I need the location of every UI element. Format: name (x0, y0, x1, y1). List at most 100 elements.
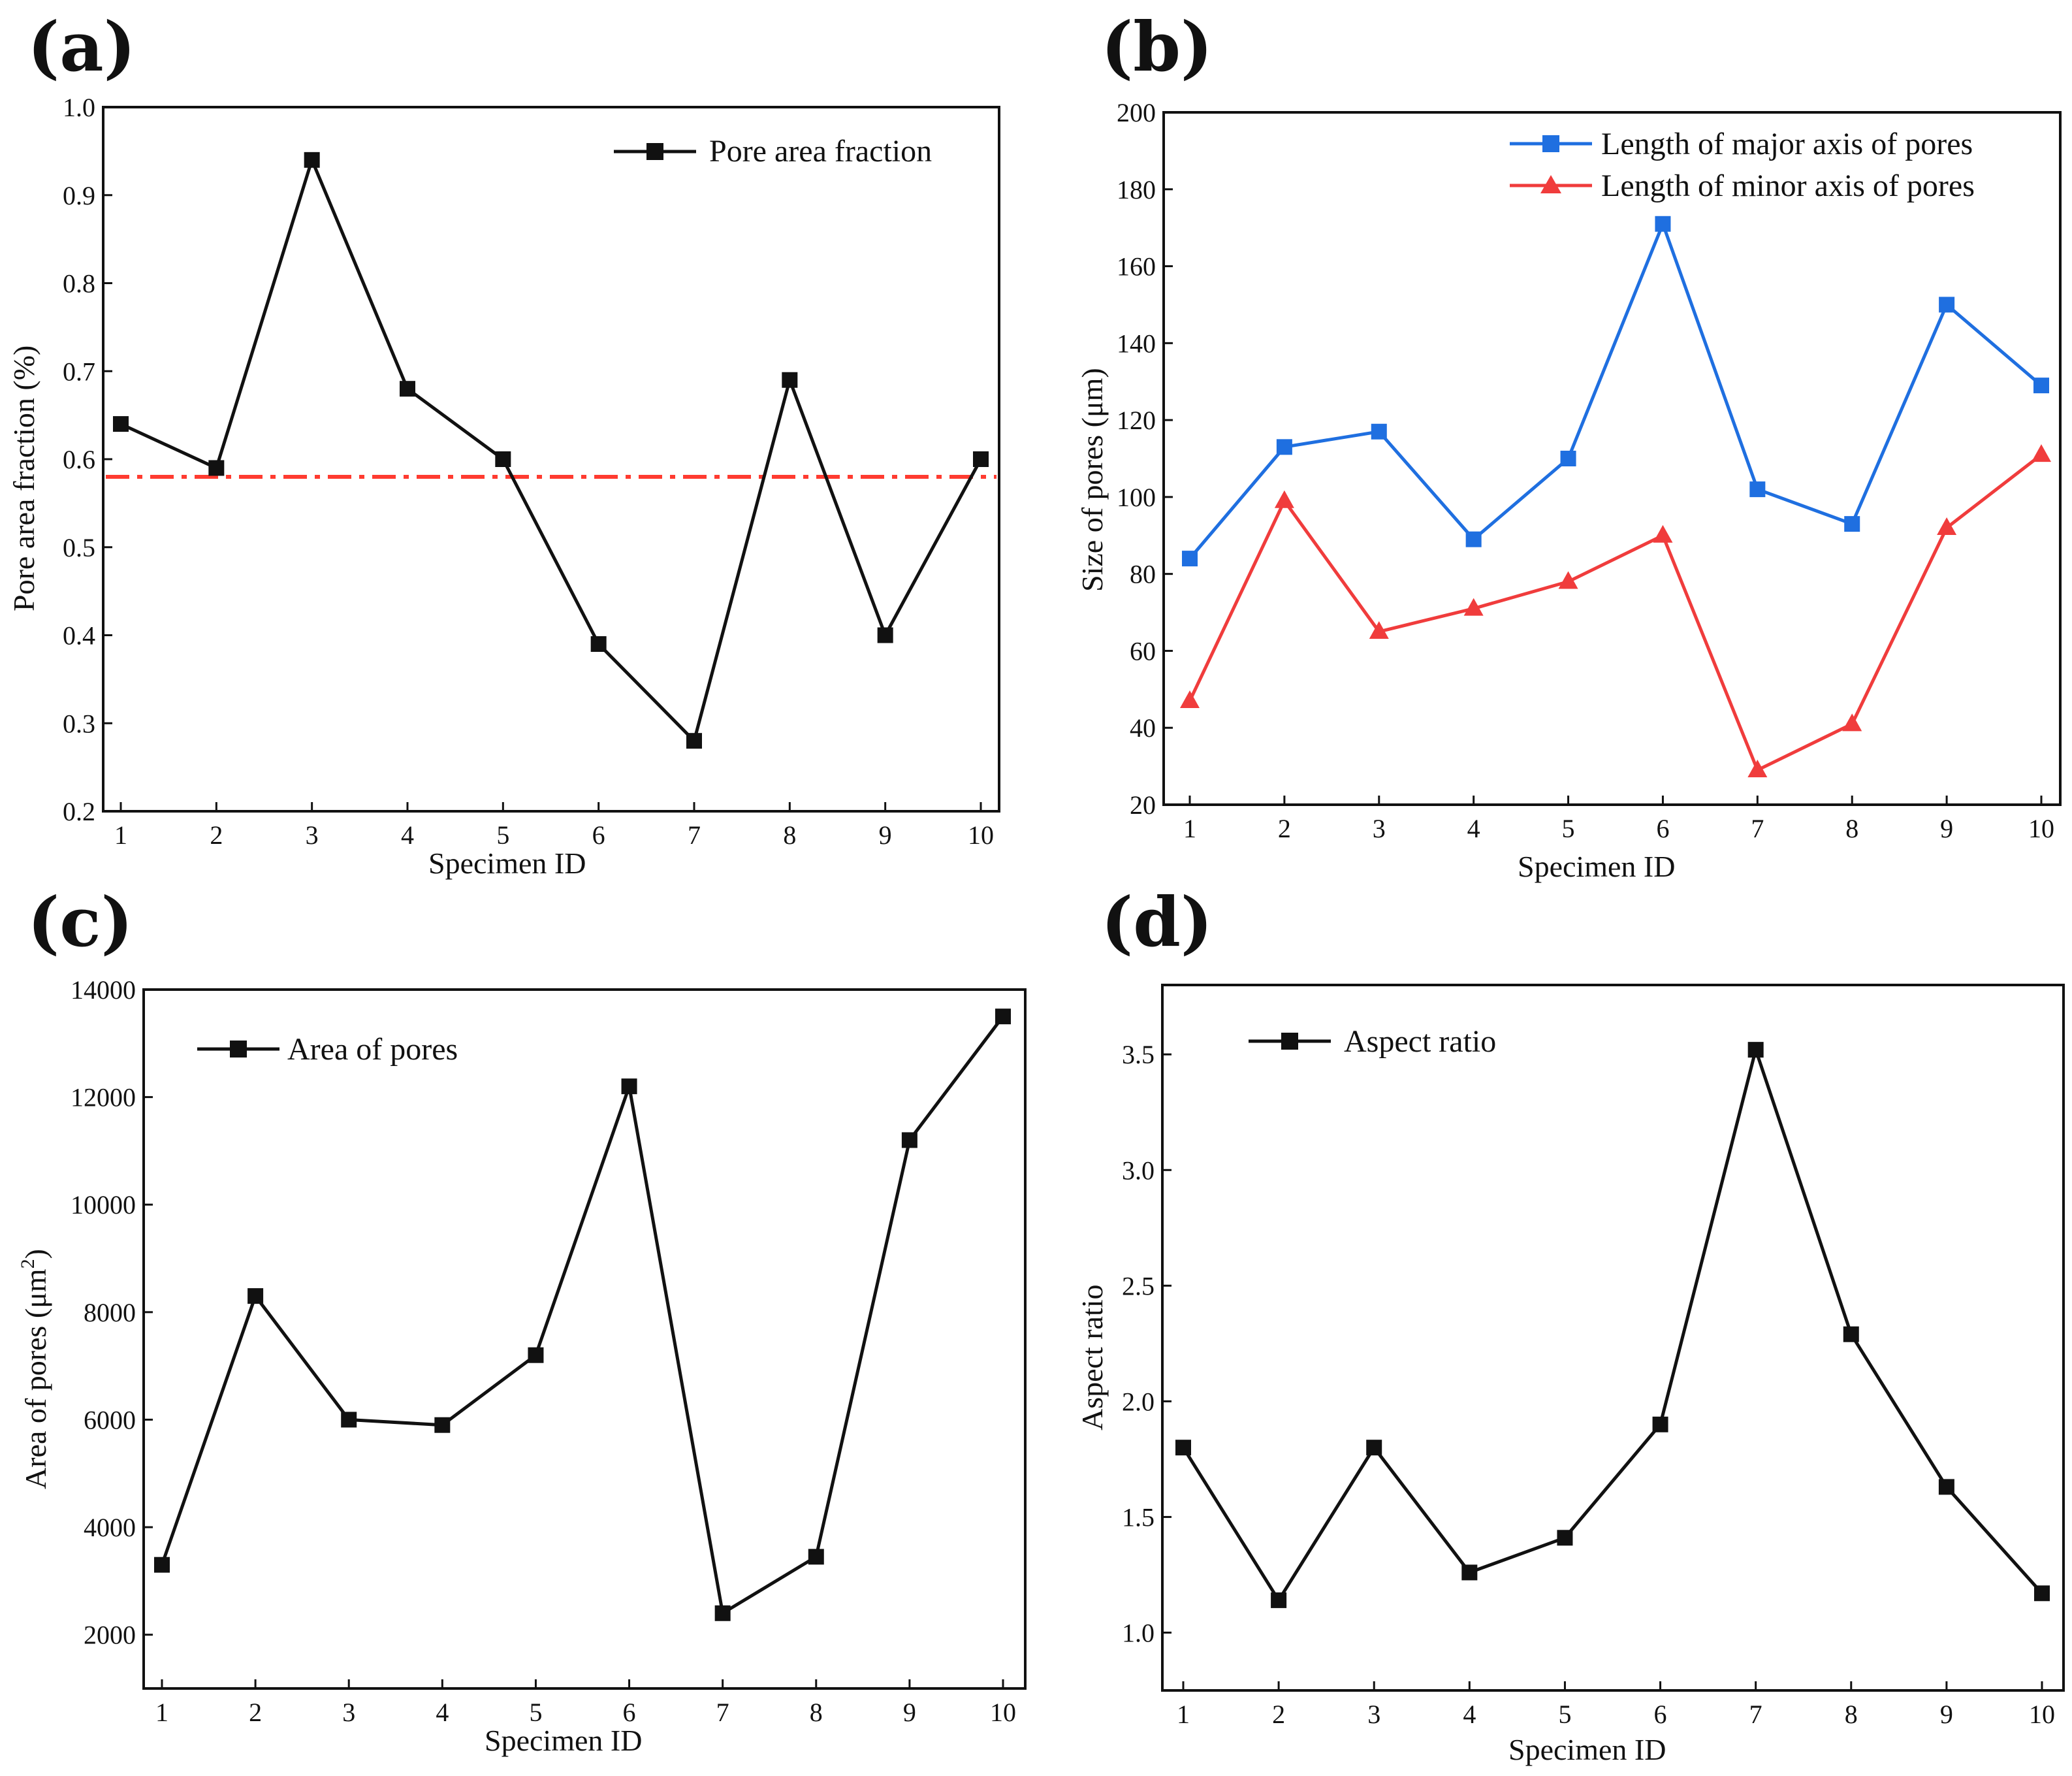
panel-c-ylabel-tail: ) (19, 1249, 52, 1259)
x-tick-label: 5 (1558, 1700, 1571, 1729)
y-tick-label: 3.5 (1122, 1040, 1155, 1069)
data-point (1276, 439, 1292, 455)
y-tick-label: 100 (1117, 483, 1156, 512)
y-tick-label: 20 (1130, 790, 1156, 820)
data-point (1937, 517, 1957, 535)
panel-d: (d) 1.0 1.5 2.0 2.5 3.0 3.5 1 2 3 4 5 6 7 8 9 10 Speci… (1076, 882, 2065, 1766)
data-point (528, 1347, 544, 1363)
x-tick-label: 7 (688, 820, 701, 850)
data-point (495, 451, 511, 467)
panel-c-legend-label: Area of pores (287, 1032, 458, 1067)
y-tick-label: 14000 (71, 975, 136, 1005)
series-line (120, 155, 983, 745)
y-tick-label: 120 (1117, 406, 1156, 435)
x-tick-label: 9 (903, 1698, 916, 1727)
data-point (1461, 1564, 1478, 1581)
series-line (1188, 219, 2043, 560)
data-point (2033, 378, 2049, 394)
y-tick-label: 2.5 (1122, 1271, 1155, 1300)
panel-a-legend-marker (646, 143, 663, 160)
data-point (1558, 571, 1578, 589)
y-tick-label: 40 (1130, 713, 1156, 743)
y-tick-label: 0.9 (63, 181, 95, 210)
x-tick-label: 2 (210, 820, 223, 850)
data-point (1366, 1440, 1382, 1456)
data-point (1938, 1479, 1954, 1495)
x-tick-label: 6 (1656, 814, 1669, 843)
panel-b-legend-marker-major (1542, 135, 1559, 152)
data-point (808, 1549, 824, 1565)
panel-c-label: (c) (27, 882, 133, 962)
panel-d-legend-marker (1281, 1033, 1298, 1050)
panel-a-xlabel: Specimen ID (428, 847, 586, 880)
panel-d-xlabel: Specimen ID (1508, 1733, 1666, 1766)
panel-d-label: (d) (1101, 882, 1213, 962)
x-tick-label: 10 (990, 1698, 1016, 1727)
x-tick-label: 4 (1463, 1700, 1476, 1729)
y-tick-label: 0.3 (63, 709, 95, 738)
data-point (1557, 1530, 1573, 1546)
y-tick-label: 2000 (84, 1621, 136, 1650)
data-point (1843, 1326, 1859, 1342)
x-tick-label: 4 (1467, 814, 1480, 843)
x-tick-label: 2 (1272, 1700, 1285, 1729)
data-point (621, 1078, 637, 1095)
x-tick-label: 9 (1940, 814, 1953, 843)
x-tick-label: 4 (436, 1698, 449, 1727)
x-tick-label: 3 (1373, 814, 1386, 843)
data-point (1655, 216, 1671, 232)
panel-a-legend-label: Pore area fraction (709, 134, 932, 169)
data-point (1463, 598, 1484, 616)
y-tick-label: 6000 (84, 1405, 136, 1434)
y-tick-label: 1.5 (1122, 1502, 1155, 1532)
x-tick-label: 10 (2028, 814, 2054, 843)
y-tick-label: 0.5 (63, 533, 95, 562)
panel-c-legend: Area of pores (197, 1032, 458, 1067)
x-tick-label: 6 (1654, 1700, 1667, 1729)
panel-c-yticks: 2000 4000 6000 8000 10000 12000 14000 (71, 975, 153, 1650)
data-point (247, 1288, 264, 1304)
x-tick-label: 7 (1749, 1700, 1762, 1729)
x-tick-label: 8 (1845, 1700, 1858, 1729)
x-tick-label: 5 (1562, 814, 1575, 843)
x-tick-label: 9 (1940, 1700, 1953, 1729)
panel-b-xlabel: Specimen ID (1518, 850, 1675, 883)
x-tick-label: 3 (342, 1698, 355, 1727)
series-line (1188, 453, 2043, 773)
data-point (995, 1009, 1011, 1025)
x-tick-label: 8 (783, 820, 796, 850)
data-point (1182, 551, 1198, 567)
x-tick-label: 2 (1278, 814, 1291, 843)
panel-b-label: (b) (1101, 7, 1213, 87)
panel-d-legend-label: Aspect ratio (1344, 1024, 1496, 1059)
data-point (973, 451, 989, 467)
panel-b-xticks: 1 2 3 4 5 6 7 8 9 10 (1183, 796, 2054, 843)
panel-b-frame (1162, 111, 2062, 806)
panel-a: (a) 0.2 0.3 0.4 0.5 0.6 0.7 0.8 0.9 1.0 1 2 3 4 5 6 7 8… (7, 7, 1000, 880)
data-point (1652, 1416, 1668, 1432)
x-tick-label: 3 (306, 820, 319, 850)
panel-d-legend: Aspect ratio (1249, 1024, 1496, 1059)
panel-a-legend: Pore area fraction (614, 134, 932, 169)
x-tick-label: 8 (810, 1698, 823, 1727)
data-point (1371, 423, 1387, 440)
x-tick-label: 8 (1845, 814, 1858, 843)
y-tick-label: 0.4 (63, 621, 95, 651)
y-tick-label: 10000 (71, 1190, 136, 1219)
data-point (1749, 481, 1766, 498)
data-point (1844, 516, 1860, 532)
y-tick-label: 1.0 (1122, 1618, 1155, 1647)
panel-d-plot (1175, 1042, 2050, 1608)
x-tick-label: 6 (592, 820, 605, 850)
panel-b: (b) 20 40 60 80 100 120 140 160 180 200 1 2 3 4 5 6 7 8 9… (1076, 7, 2062, 883)
data-point (1939, 297, 1955, 313)
panel-b-yticks: 20 40 60 80 100 120 140 160 180 200 (1117, 98, 1173, 820)
data-point (1747, 1042, 1764, 1058)
panel-c: (c) 2000 4000 6000 8000 10000 12000 14000 1 2 3 4… (17, 882, 1027, 1757)
data-point (1369, 621, 1389, 639)
x-tick-label: 9 (879, 820, 892, 850)
panel-c-ylabel-main: Area of pores (μm (19, 1268, 52, 1489)
data-point (2034, 1585, 2050, 1602)
y-tick-label: 3.0 (1122, 1155, 1155, 1185)
data-point (1747, 760, 1768, 777)
